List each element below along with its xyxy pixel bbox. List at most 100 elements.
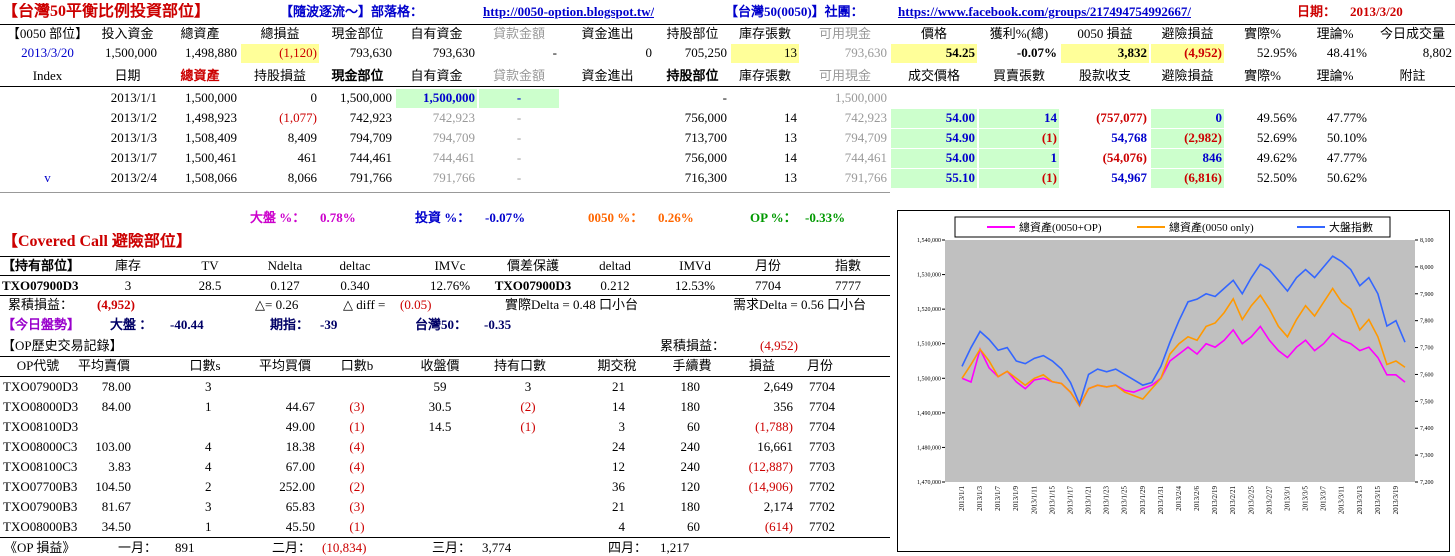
history-cell: 49.56% xyxy=(1256,110,1297,125)
market-item: -40.44 xyxy=(170,317,204,332)
x-tick-label: 2013/3/1 xyxy=(1283,486,1291,511)
history-cell: 742,923 xyxy=(349,110,392,125)
op-cell: 16,661 xyxy=(757,439,793,454)
history-cell: 49.62% xyxy=(1256,150,1297,165)
date: 2013/3/20 xyxy=(1350,4,1403,19)
delta-item: 累積損益： xyxy=(8,297,74,312)
series-line xyxy=(961,255,1406,407)
column-header: 持有口數 xyxy=(493,358,546,373)
market-item: 台灣50： xyxy=(415,317,468,332)
y-tick-label: 1,490,000 xyxy=(917,411,941,417)
history-cell: 55.10 xyxy=(945,170,975,185)
column-header: 實際% xyxy=(1244,26,1281,41)
plot-area xyxy=(945,240,1415,482)
column-header: 理論% xyxy=(1316,26,1354,41)
history-cell: 846 xyxy=(1202,150,1223,165)
history-cell: 50.10% xyxy=(1326,130,1367,145)
footer-item: 一月： xyxy=(118,540,158,555)
holding-value: TXO07900D3 xyxy=(494,278,572,293)
rule xyxy=(0,86,1455,87)
stat-value: 0.26% xyxy=(658,210,694,225)
stat-label: 大盤 %： xyxy=(250,210,306,225)
op-cell: 7703 xyxy=(809,459,835,474)
rule xyxy=(0,256,890,257)
op-cell: 4 xyxy=(618,519,626,534)
history-cell: (1) xyxy=(1041,130,1057,145)
cell-fill xyxy=(979,109,1059,128)
op-cell: 240 xyxy=(680,439,701,454)
op-cell: 3 xyxy=(205,499,212,514)
cell-fill xyxy=(396,89,477,108)
market-item: -39 xyxy=(320,317,338,332)
column-header: 【持有部位】 xyxy=(2,258,81,273)
group-link[interactable]: https://www.facebook.com/groups/21749475… xyxy=(898,4,1191,19)
rule xyxy=(0,192,890,193)
summary-value: 54.25 xyxy=(945,45,975,60)
op-cell: 3 xyxy=(524,379,532,394)
summary-value: 1,500,000 xyxy=(105,45,157,60)
column-header: 避險損益 xyxy=(1161,68,1214,83)
x-tick-label: 2013/1/23 xyxy=(1103,486,1111,515)
history-cell: (757,077) xyxy=(1096,110,1147,125)
op-cell: 60 xyxy=(687,419,700,434)
y2-tick-label: 7,600 xyxy=(1420,372,1434,378)
op-cell: 21 xyxy=(612,379,625,394)
column-header: Index xyxy=(32,68,63,83)
y-tick-label: 1,480,000 xyxy=(917,445,941,451)
history-cell: 2013/1/1 xyxy=(110,90,157,105)
x-tick-label: 2013/3/7 xyxy=(1320,486,1328,511)
op-cell: 12 xyxy=(612,459,625,474)
cumulative-value: (4,952) xyxy=(760,338,798,353)
section-title: 【Covered Call 避險部位】 xyxy=(2,233,192,250)
column-header: 月份 xyxy=(806,358,833,373)
cell-fill xyxy=(891,109,977,128)
delta-item: △ diff = xyxy=(343,297,386,312)
footer-item: 1,217 xyxy=(660,540,690,555)
column-header: 總資產 xyxy=(180,68,220,83)
column-header: 日期 xyxy=(114,68,141,83)
op-cell: TXO07900B3 xyxy=(3,499,78,514)
series-line xyxy=(961,286,1406,408)
rule xyxy=(0,376,890,377)
cell-fill xyxy=(1151,109,1224,128)
x-tick-label: 2013/1/21 xyxy=(1085,486,1093,515)
summary-value: 52.95% xyxy=(1256,45,1297,60)
stat-label: 0050 %： xyxy=(588,210,644,225)
footer-item: 四月： xyxy=(608,540,648,555)
op-cell: (1,788) xyxy=(755,419,793,434)
cell-fill xyxy=(979,169,1059,188)
op-cell: TXO08000D3 xyxy=(3,399,79,414)
holding-value: 28.5 xyxy=(198,278,222,293)
column-header: 平均買價 xyxy=(258,358,311,373)
history-cell: 791,766 xyxy=(844,170,887,185)
column-header: 平均賣價 xyxy=(77,358,130,373)
history-cell: 0 xyxy=(310,90,318,105)
op-cell: 2 xyxy=(205,479,212,494)
history-cell: - xyxy=(722,90,727,105)
summary-value: 3,832 xyxy=(1117,45,1147,60)
holding-value: 3 xyxy=(124,278,132,293)
blog-link[interactable]: http://0050-option.blogspot.tw/ xyxy=(483,4,655,19)
x-tick-label: 2013/1/9 xyxy=(1012,486,1020,511)
op-cell: 44.67 xyxy=(285,399,315,414)
op-cell: 252.00 xyxy=(279,479,315,494)
column-header: 庫存 xyxy=(114,258,141,273)
cell-fill xyxy=(1151,129,1224,148)
legend-label: 總資產(0050+OP) xyxy=(1019,220,1102,234)
column-header: 理論% xyxy=(1316,68,1354,83)
cell-fill xyxy=(1151,149,1224,168)
x-tick-label: 2013/1/31 xyxy=(1157,486,1165,515)
footer-item: 891 xyxy=(175,540,195,555)
column-header: 自有資金 xyxy=(410,26,463,41)
holding-value: 7704 xyxy=(755,278,781,293)
op-cell: 24 xyxy=(612,439,625,454)
op-cell: 7703 xyxy=(809,439,835,454)
op-cell: 7704 xyxy=(809,419,835,434)
column-header: 現金部位 xyxy=(331,26,384,41)
op-cell: 4 xyxy=(205,459,212,474)
column-header: 損益 xyxy=(748,358,775,373)
market-item: 【今日盤勢】 xyxy=(2,317,81,332)
delta-item: (0.05) xyxy=(400,297,432,312)
history-cell: 2013/1/3 xyxy=(110,130,157,145)
x-tick-label: 2013/1/29 xyxy=(1139,486,1147,515)
